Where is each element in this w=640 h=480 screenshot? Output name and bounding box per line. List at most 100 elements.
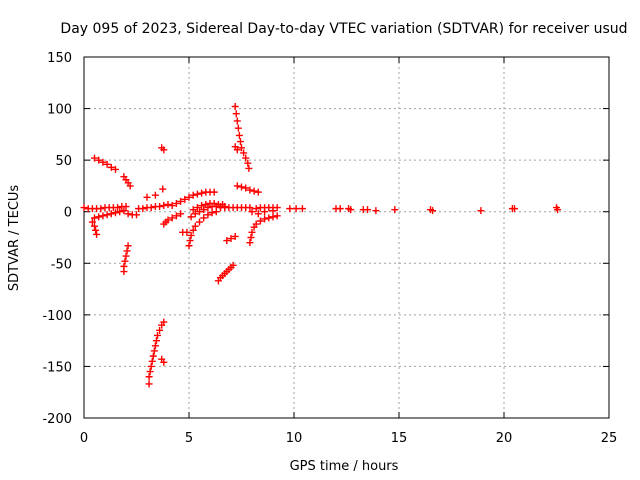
data-point — [164, 216, 172, 224]
data-point — [156, 326, 164, 334]
data-point — [187, 231, 195, 239]
data-point — [185, 193, 193, 201]
y-tick-label: 150 — [47, 51, 72, 66]
data-point — [252, 205, 260, 213]
data-point — [191, 222, 199, 230]
data-point — [229, 261, 237, 269]
data-point — [208, 209, 216, 217]
data-point — [120, 268, 128, 276]
data-point — [235, 131, 243, 139]
data-point — [186, 237, 194, 245]
data-point — [185, 242, 193, 250]
y-tick-label: -200 — [42, 412, 72, 427]
data-point — [152, 337, 160, 345]
data-point — [261, 208, 269, 216]
data-point — [133, 211, 140, 219]
data-point — [151, 191, 159, 199]
data-point — [429, 207, 437, 215]
data-point — [99, 212, 107, 220]
data-point — [126, 182, 134, 190]
data-point — [247, 234, 255, 241]
data-point — [298, 205, 306, 213]
data-point — [336, 205, 344, 213]
data-point — [97, 205, 105, 213]
data-point — [196, 208, 203, 216]
data-point — [147, 362, 155, 370]
data-point — [177, 210, 185, 218]
data-point — [160, 358, 168, 366]
data-point — [95, 213, 103, 221]
data-point — [183, 228, 191, 236]
y-tick-label: 0 — [64, 206, 72, 221]
y-tick-label: -50 — [51, 257, 72, 272]
data-point — [103, 160, 111, 168]
data-point — [160, 202, 168, 210]
data-point — [193, 204, 201, 212]
data-point — [198, 202, 206, 210]
data-point — [231, 103, 239, 111]
plot-frame — [83, 56, 610, 419]
data-point — [242, 184, 250, 192]
y-tick-label: -100 — [42, 309, 72, 324]
data-point — [233, 146, 241, 154]
data-point — [88, 218, 96, 226]
data-point — [124, 210, 132, 218]
data-point — [238, 144, 245, 152]
data-point — [364, 206, 371, 214]
data-point — [244, 159, 252, 167]
y-tick-label: 50 — [55, 154, 72, 169]
data-point — [200, 214, 208, 222]
data-point — [150, 347, 158, 355]
data-point — [193, 190, 201, 198]
data-point — [554, 206, 562, 214]
data-point — [252, 220, 260, 228]
chart-title: Day 095 of 2023, Sidereal Day-to-day VTE… — [60, 21, 627, 37]
data-point — [80, 204, 88, 212]
data-point — [391, 206, 399, 214]
data-point — [159, 185, 167, 193]
data-point — [232, 110, 240, 118]
y-tick-labels: 150 100 50 0 -50 -100 -150 -200 — [42, 51, 72, 427]
data-point — [91, 222, 98, 230]
data-point — [248, 228, 256, 236]
data-point — [347, 206, 355, 214]
data-point — [223, 237, 231, 245]
data-point — [292, 205, 300, 213]
data-point — [148, 357, 156, 365]
data-point — [143, 193, 151, 201]
data-point — [242, 154, 250, 162]
data-point — [99, 158, 107, 166]
data-point — [121, 257, 129, 265]
data-point — [112, 165, 119, 173]
data-point — [256, 217, 264, 225]
y-tick-label: -150 — [42, 360, 72, 375]
data-point — [261, 215, 269, 223]
x-tick-label: 15 — [391, 431, 408, 446]
data-point — [189, 191, 197, 199]
data-point — [236, 138, 244, 146]
data-point — [147, 204, 155, 212]
x-tick-label: 0 — [80, 431, 88, 446]
data-point — [146, 368, 154, 376]
data-point — [227, 235, 235, 243]
data-point — [246, 204, 254, 212]
x-tick-label: 5 — [185, 431, 193, 446]
y-axis-label: SDTVAR / TECUs — [7, 185, 22, 292]
data-point — [210, 199, 218, 207]
data-point — [168, 202, 176, 210]
data-point — [189, 226, 197, 234]
data-point — [172, 199, 180, 207]
data-point — [92, 226, 100, 234]
data-point — [154, 331, 161, 339]
data-point — [95, 156, 103, 164]
data-point — [156, 203, 164, 211]
data-point — [120, 207, 128, 215]
data-point — [246, 239, 254, 247]
data-point — [168, 214, 176, 222]
data-point — [107, 210, 115, 218]
data-point — [158, 321, 166, 329]
data-point — [254, 188, 262, 196]
data-point — [139, 205, 147, 213]
data-point — [151, 342, 159, 350]
data-point — [172, 212, 180, 220]
